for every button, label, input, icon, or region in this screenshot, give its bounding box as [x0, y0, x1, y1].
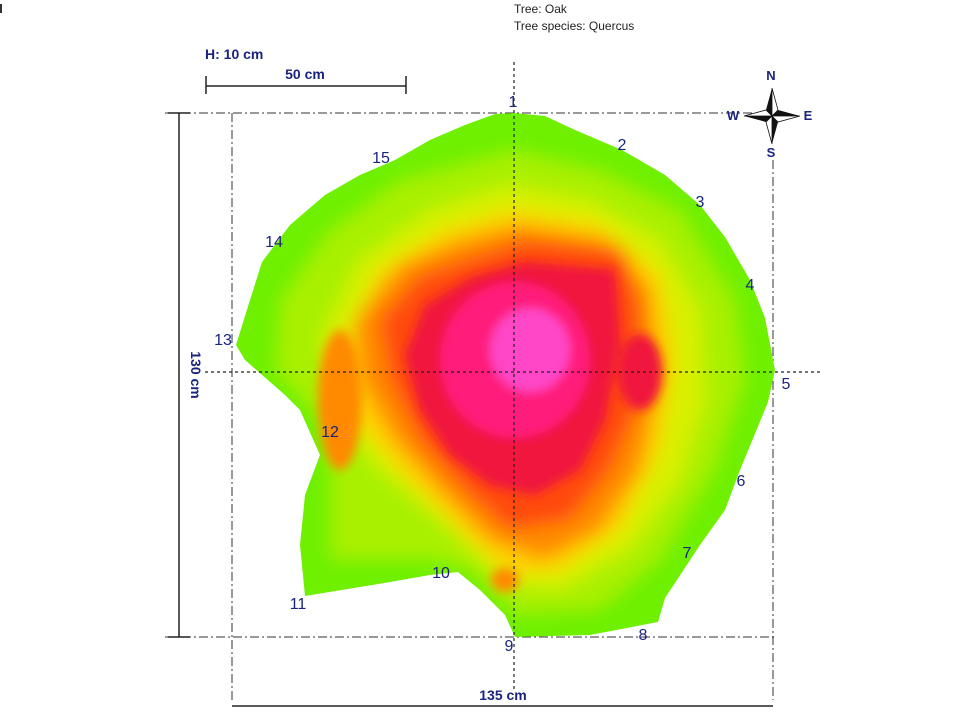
tree-name: Tree: Oak: [514, 2, 567, 16]
heat-orange-south: [491, 568, 519, 592]
heatmap: [236, 113, 775, 637]
point-label-2: 2: [618, 137, 627, 154]
point-label-5: 5: [782, 376, 791, 393]
tree-species: Tree species: Quercus: [514, 19, 635, 33]
compass-north-label: N: [766, 68, 775, 83]
point-label-12: 12: [321, 424, 339, 441]
height-dimension-label: 130 cm: [188, 351, 204, 398]
point-label-7: 7: [683, 545, 692, 562]
height-label: H: 10 cm: [205, 46, 263, 62]
point-label-4: 4: [746, 277, 755, 294]
compass-icon: N S E W: [727, 68, 813, 160]
compass-east-label: E: [804, 108, 813, 123]
heat-pink: [490, 308, 570, 392]
heat-orange-west: [318, 330, 362, 470]
point-label-10: 10: [432, 565, 450, 582]
compass-west-label: W: [727, 108, 740, 123]
point-label-6: 6: [737, 473, 746, 490]
point-label-3: 3: [696, 194, 705, 211]
point-label-13: 13: [214, 332, 232, 349]
point-label-8: 8: [639, 627, 648, 644]
point-label-14: 14: [265, 234, 283, 251]
edge-mark: [0, 4, 2, 13]
axes: [205, 62, 822, 690]
width-label: 135 cm: [479, 687, 526, 703]
scale-bar-label: 50 cm: [285, 66, 325, 82]
compass-south-label: S: [767, 145, 776, 160]
frame-lines: [165, 112, 775, 700]
dimension-lines: [168, 76, 773, 707]
point-label-15: 15: [372, 150, 390, 167]
point-label-1: 1: [509, 94, 518, 111]
point-label-9: 9: [505, 638, 514, 655]
point-label-11: 11: [290, 596, 307, 613]
